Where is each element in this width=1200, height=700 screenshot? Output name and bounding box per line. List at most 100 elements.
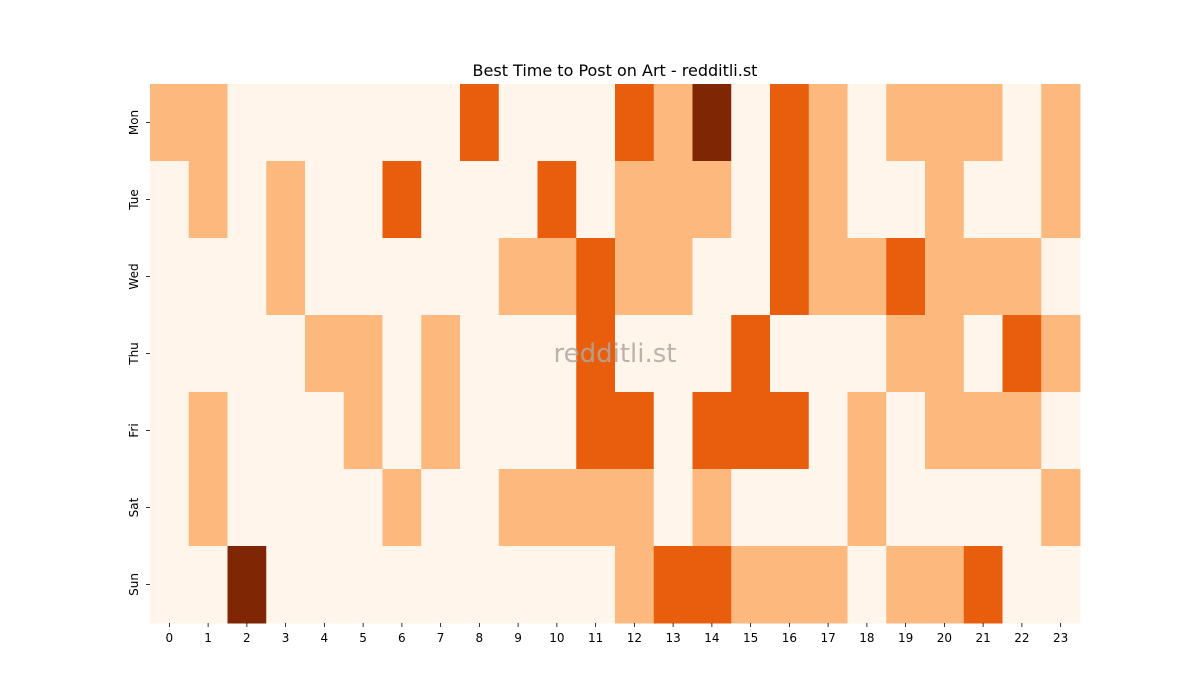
heatmap-cell xyxy=(692,84,732,162)
heatmap-cell xyxy=(1002,161,1042,239)
x-tick-label: 11 xyxy=(588,631,603,645)
heatmap-cell xyxy=(188,546,228,624)
heatmap-cell xyxy=(382,315,422,393)
heatmap-cell xyxy=(188,84,228,162)
heatmap-cell xyxy=(963,238,1003,316)
heatmap-cell xyxy=(498,546,538,624)
heatmap-cell xyxy=(305,392,345,470)
heatmap-cell xyxy=(731,161,771,239)
heatmap-cell xyxy=(576,546,616,624)
heatmap-cell xyxy=(460,238,500,316)
heatmap-cell xyxy=(150,546,190,624)
heatmap-cell xyxy=(498,392,538,470)
heatmap-cell xyxy=(731,469,771,547)
heatmap-cell xyxy=(847,238,887,316)
heatmap-cell xyxy=(421,238,461,316)
x-tick-label: 7 xyxy=(437,631,445,645)
heatmap-cell xyxy=(266,161,306,239)
heatmap-cell xyxy=(382,469,422,547)
heatmap-cell xyxy=(731,546,771,624)
heatmap-cell xyxy=(886,469,926,547)
heatmap-cell xyxy=(460,315,500,393)
x-tick-label: 5 xyxy=(359,631,367,645)
heatmap-cell xyxy=(576,161,616,239)
heatmap-cell xyxy=(188,392,228,470)
heatmap-cell xyxy=(847,392,887,470)
heatmap-cell xyxy=(731,392,771,470)
heatmap-cell xyxy=(963,161,1003,239)
x-tick-label: 10 xyxy=(549,631,564,645)
heatmap-cell xyxy=(188,161,228,239)
heatmap-cell xyxy=(150,161,190,239)
heatmap-cell xyxy=(925,392,965,470)
heatmap-cell xyxy=(305,546,345,624)
heatmap-cell xyxy=(1041,238,1081,316)
y-tick-label: Fri xyxy=(127,423,141,437)
heatmap-cell xyxy=(266,315,306,393)
heatmap-cell xyxy=(498,84,538,162)
heatmap-cell xyxy=(421,84,461,162)
x-tick-label: 21 xyxy=(975,631,990,645)
heatmap-cell xyxy=(266,546,306,624)
heatmap-cell xyxy=(1002,315,1042,393)
heatmap-cell xyxy=(537,161,577,239)
heatmap-cell xyxy=(305,469,345,547)
heatmap-cell xyxy=(382,546,422,624)
heatmap-cell xyxy=(150,315,190,393)
x-tick-label: 13 xyxy=(665,631,680,645)
heatmap-cell xyxy=(382,161,422,239)
heatmap-cell xyxy=(731,238,771,316)
heatmap-cell xyxy=(343,238,383,316)
heatmap-cell xyxy=(537,315,577,393)
heatmap-cell xyxy=(615,392,655,470)
heatmap-cell xyxy=(227,315,267,393)
heatmap-cell xyxy=(886,392,926,470)
heatmap-cell xyxy=(770,161,810,239)
heatmap-cell xyxy=(382,238,422,316)
heatmap-cell xyxy=(382,84,422,162)
heatmap-cell xyxy=(305,84,345,162)
heatmap-cell xyxy=(808,469,848,547)
x-tick-label: 1 xyxy=(204,631,212,645)
y-tick-label: Sat xyxy=(127,497,141,517)
x-tick-label: 15 xyxy=(743,631,758,645)
y-tick-label: Sun xyxy=(127,573,141,596)
heatmap-cell xyxy=(1002,546,1042,624)
heatmap-cell xyxy=(421,392,461,470)
heatmap-cell xyxy=(1002,84,1042,162)
heatmap-cell xyxy=(537,392,577,470)
x-tick-label: 18 xyxy=(859,631,874,645)
heatmap-cell xyxy=(963,469,1003,547)
heatmap-cell xyxy=(576,392,616,470)
heatmap-cell xyxy=(343,392,383,470)
heatmap-cell xyxy=(770,84,810,162)
y-tick-label: Tue xyxy=(127,189,141,211)
heatmap-cell xyxy=(576,84,616,162)
heatmap-cell xyxy=(847,469,887,547)
heatmap-cell xyxy=(305,161,345,239)
heatmap-cell xyxy=(537,546,577,624)
x-tick-label: 19 xyxy=(898,631,913,645)
heatmap-cell xyxy=(963,392,1003,470)
heatmap-cell xyxy=(1002,392,1042,470)
x-tick-label: 0 xyxy=(166,631,174,645)
heatmap-cell xyxy=(770,315,810,393)
heatmap-cell xyxy=(963,315,1003,393)
x-tick-label: 2 xyxy=(243,631,251,645)
heatmap-cell xyxy=(343,315,383,393)
heatmap-cell xyxy=(925,238,965,316)
heatmap-cell xyxy=(615,161,655,239)
heatmap-cell xyxy=(925,161,965,239)
x-tick-label: 16 xyxy=(782,631,797,645)
heatmap-cell xyxy=(653,546,693,624)
heatmap-cell xyxy=(150,238,190,316)
heatmap-cell xyxy=(421,161,461,239)
heatmap-cell xyxy=(925,315,965,393)
x-tick-label: 14 xyxy=(704,631,719,645)
heatmap-cell xyxy=(1041,315,1081,393)
heatmap-cell xyxy=(770,392,810,470)
x-tick-label: 9 xyxy=(514,631,522,645)
heatmap-cell xyxy=(421,469,461,547)
heatmap-cell xyxy=(731,84,771,162)
